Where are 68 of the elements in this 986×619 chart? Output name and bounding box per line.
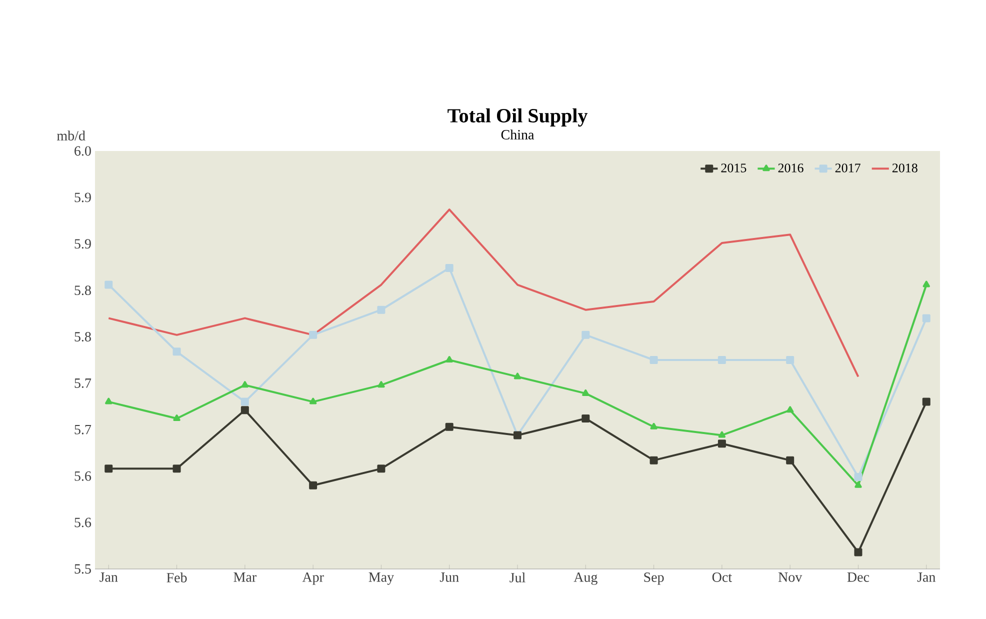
- y-tick-label: 5.8: [74, 286, 91, 296]
- y-tick-label: 5.6: [74, 471, 92, 481]
- point: [922, 398, 930, 406]
- y-tick-label: 6.0: [74, 146, 91, 156]
- point: [650, 422, 658, 430]
- point: [172, 464, 181, 473]
- x-tick-label: Feb: [166, 572, 187, 582]
- x-tick-label: Oct: [712, 572, 732, 582]
- point: [718, 431, 726, 438]
- chart-title: Total Oil Supply: [448, 108, 588, 127]
- point: [582, 330, 590, 339]
- y-tick-label: 5.5: [74, 564, 91, 574]
- point: [104, 280, 113, 289]
- point: [786, 356, 794, 364]
- x-tick-label: Jan: [100, 572, 118, 582]
- point: [650, 456, 658, 464]
- point: [173, 414, 180, 422]
- y-axis-title: mb/d: [56, 130, 86, 140]
- x-tick-label: Jan: [917, 572, 936, 582]
- point: [377, 464, 386, 473]
- point: [854, 481, 862, 488]
- x-tick-label: Dec: [847, 572, 870, 582]
- point: [104, 464, 113, 473]
- x-tick-label: Apr: [302, 572, 324, 585]
- line-series: [108, 208, 860, 378]
- point: [514, 372, 522, 380]
- legend-label: 2015: [721, 164, 746, 172]
- point: [240, 398, 249, 406]
- y-tick-label: 5.9: [74, 239, 91, 249]
- point: [718, 440, 726, 448]
- point: [922, 280, 930, 288]
- point: [445, 422, 454, 431]
- y-tick-label: 5.7: [74, 424, 92, 434]
- point: [854, 548, 862, 556]
- point: [718, 356, 726, 364]
- point: [582, 414, 590, 423]
- y-tick-label: 5.9: [74, 192, 91, 202]
- point: [172, 348, 181, 356]
- y-tick-label: 5.7: [74, 378, 92, 388]
- point: [309, 330, 318, 339]
- point: [922, 314, 930, 322]
- x-tick-label: Aug: [574, 572, 598, 585]
- x-tick-label: Jul: [510, 572, 526, 582]
- legend-label: 2018: [892, 164, 918, 172]
- point: [446, 356, 453, 362]
- point: [377, 306, 386, 314]
- point: [378, 381, 385, 388]
- x-tick-label: Jun: [440, 572, 459, 582]
- point: [240, 406, 249, 414]
- y-tick-label: 5.6: [74, 518, 92, 528]
- x-tick-label: Nov: [778, 572, 802, 582]
- point: [786, 406, 794, 413]
- point: [786, 456, 794, 464]
- point: [105, 398, 112, 404]
- point: [241, 381, 249, 388]
- y-tick-label: 5.8: [74, 332, 91, 342]
- point: [309, 398, 317, 404]
- point: [582, 389, 590, 396]
- point: [445, 264, 454, 272]
- legend-label: 2017: [835, 164, 860, 172]
- x-tick-label: Sep: [644, 572, 664, 585]
- x-tick-label: May: [368, 572, 394, 585]
- legend-label: 2016: [778, 164, 804, 172]
- x-tick-label: Mar: [234, 572, 256, 582]
- point: [309, 481, 318, 490]
- point: [854, 473, 862, 482]
- point: [650, 356, 658, 364]
- chart-subtitle: China: [501, 130, 534, 140]
